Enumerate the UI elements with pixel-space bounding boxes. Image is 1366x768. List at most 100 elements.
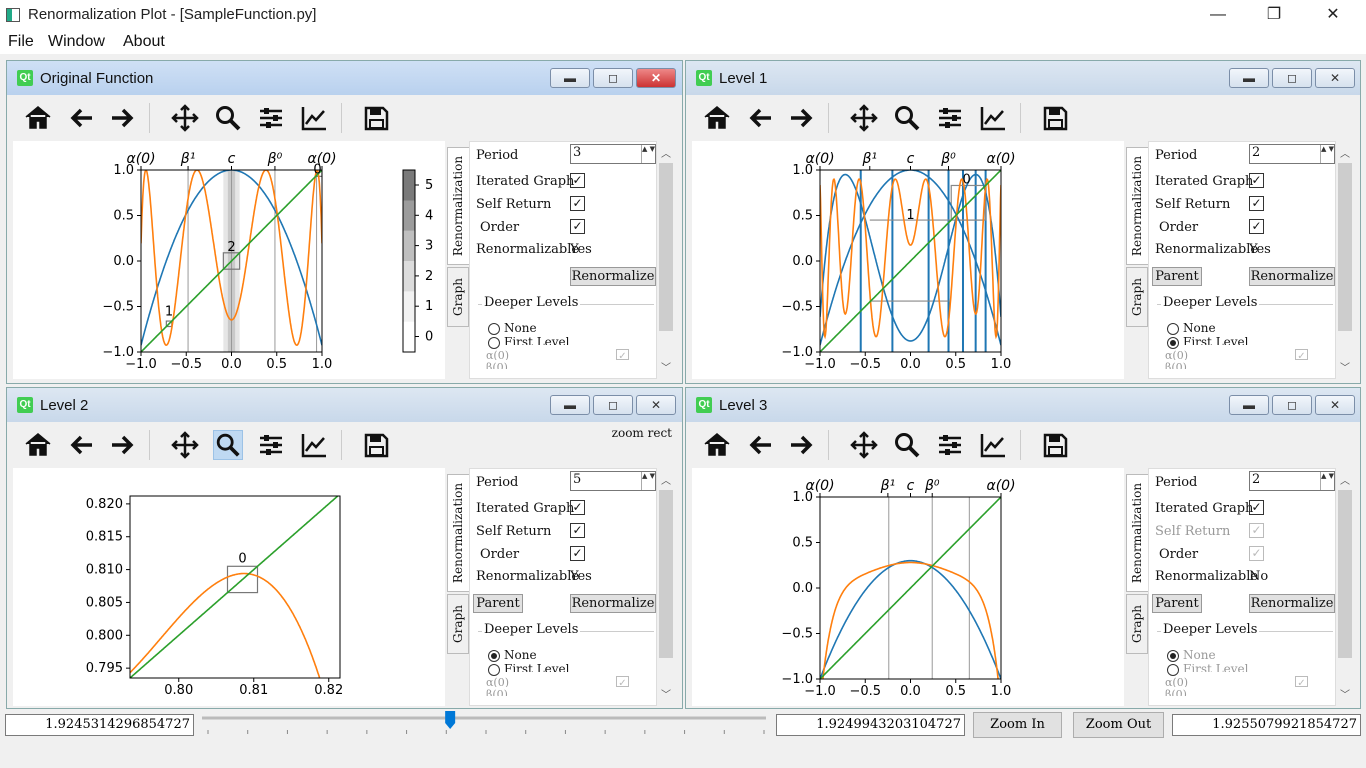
- renormalize-button[interactable]: Renormalize: [1249, 267, 1335, 286]
- back-arrow-button[interactable]: [66, 430, 96, 460]
- zoom-button[interactable]: [213, 103, 243, 133]
- back-arrow-button[interactable]: [66, 103, 96, 133]
- scroll-down-icon[interactable]: ﹀: [1340, 363, 1350, 374]
- subwindow-minimize-button[interactable]: ▬: [1229, 68, 1269, 88]
- parent-button[interactable]: Parent: [473, 594, 523, 613]
- subwindow-maximize-button[interactable]: ◻: [1272, 395, 1312, 415]
- pan-button[interactable]: [170, 103, 200, 133]
- forward-arrow-button[interactable]: [108, 103, 138, 133]
- order-checkbox[interactable]: ✓: [1249, 219, 1264, 234]
- save-button[interactable]: [361, 430, 391, 460]
- zoom-out-button[interactable]: Zoom Out: [1073, 712, 1164, 738]
- parent-button[interactable]: Parent: [1152, 267, 1202, 286]
- configure-subplots-button[interactable]: [256, 430, 286, 460]
- subwindow-maximize-button[interactable]: ◻: [593, 395, 633, 415]
- iterated-graph-checkbox[interactable]: ✓: [1249, 500, 1264, 515]
- scroll-thumb[interactable]: [659, 490, 673, 658]
- alpha-checkbox[interactable]: ✓: [616, 349, 629, 362]
- spin-arrows-icon[interactable]: ▲ ▼: [641, 145, 655, 163]
- forward-arrow-button[interactable]: [108, 430, 138, 460]
- radio-first-level[interactable]: [488, 337, 500, 349]
- subwindow-maximize-button[interactable]: ◻: [1272, 68, 1312, 88]
- scroll-up-icon[interactable]: ︿: [661, 149, 671, 160]
- subwindow-close-button[interactable]: ✕: [636, 68, 676, 88]
- tab-renormalization[interactable]: Renormalization: [1126, 147, 1148, 265]
- zoom-button[interactable]: [892, 430, 922, 460]
- scroll-up-icon[interactable]: ︿: [1340, 476, 1350, 487]
- renormalize-button[interactable]: Renormalize: [570, 594, 656, 613]
- radio-none[interactable]: [1167, 323, 1179, 335]
- radio-first-level[interactable]: [488, 664, 500, 676]
- zoom-button[interactable]: [892, 103, 922, 133]
- save-button[interactable]: [1040, 103, 1070, 133]
- plot-canvas[interactable]: −1.0 −0.5 0.0 0.5 1.0 1.0 0.5 0.0 −0.5 −1.0 α(0) β¹…: [692, 141, 1124, 379]
- back-arrow-button[interactable]: [745, 103, 775, 133]
- scroll-up-icon[interactable]: ︿: [1340, 149, 1350, 160]
- configure-subplots-button[interactable]: [935, 430, 965, 460]
- pan-button[interactable]: [849, 430, 879, 460]
- menu-window[interactable]: Window: [48, 33, 105, 50]
- home-button[interactable]: [23, 430, 53, 460]
- edit-axis-button[interactable]: [299, 430, 329, 460]
- tab-graph[interactable]: Graph: [1126, 594, 1148, 654]
- spin-arrows-icon[interactable]: ▲ ▼: [1320, 145, 1334, 163]
- period-spinbox[interactable]: 3 ▲ ▼: [570, 144, 656, 164]
- plot-canvas[interactable]: −1.0 −0.5 0.0 0.5 1.0 1.0 0.5 0.0 −0.5 −1.0 α(0) β¹…: [692, 468, 1124, 706]
- subwindow-close-button[interactable]: ✕: [1315, 68, 1355, 88]
- alpha-checkbox[interactable]: ✓: [1295, 676, 1308, 689]
- iterated-graph-checkbox[interactable]: ✓: [570, 173, 585, 188]
- tab-renormalization[interactable]: Renormalization: [447, 147, 469, 265]
- tab-graph[interactable]: Graph: [447, 594, 469, 654]
- scroll-thumb[interactable]: [1338, 490, 1352, 658]
- pan-button[interactable]: [849, 103, 879, 133]
- self-return-checkbox[interactable]: ✓: [570, 196, 585, 211]
- scroll-down-icon[interactable]: ﹀: [661, 363, 671, 374]
- period-spinbox[interactable]: 5 ▲ ▼: [570, 471, 656, 491]
- save-button[interactable]: [1040, 430, 1070, 460]
- order-checkbox[interactable]: ✓: [1249, 546, 1264, 561]
- side-scrollbar[interactable]: ︿ ﹀: [1336, 468, 1354, 706]
- iterated-graph-checkbox[interactable]: ✓: [570, 500, 585, 515]
- order-checkbox[interactable]: ✓: [570, 546, 585, 561]
- period-spinbox[interactable]: 2 ▲ ▼: [1249, 471, 1335, 491]
- scroll-down-icon[interactable]: ﹀: [661, 690, 671, 701]
- maximize-button[interactable]: ❐: [1266, 6, 1282, 23]
- parent-button[interactable]: Parent: [1152, 594, 1202, 613]
- self-return-checkbox[interactable]: ✓: [1249, 523, 1264, 538]
- subwindow-close-button[interactable]: ✕: [636, 395, 676, 415]
- forward-arrow-button[interactable]: [787, 430, 817, 460]
- self-return-checkbox[interactable]: ✓: [570, 523, 585, 538]
- side-scrollbar[interactable]: ︿ ﹀: [657, 141, 675, 379]
- back-arrow-button[interactable]: [745, 430, 775, 460]
- renormalize-button[interactable]: Renormalize: [570, 267, 656, 286]
- edit-axis-button[interactable]: [978, 430, 1008, 460]
- tab-renormalization[interactable]: Renormalization: [447, 474, 469, 592]
- configure-subplots-button[interactable]: [256, 103, 286, 133]
- alpha-checkbox[interactable]: ✓: [616, 676, 629, 689]
- menu-file[interactable]: File: [8, 33, 34, 50]
- scroll-thumb[interactable]: [1338, 163, 1352, 331]
- subwindow-minimize-button[interactable]: ▬: [550, 68, 590, 88]
- period-spinbox[interactable]: 2 ▲ ▼: [1249, 144, 1335, 164]
- home-button[interactable]: [702, 103, 732, 133]
- scroll-down-icon[interactable]: ﹀: [1340, 690, 1350, 701]
- subwindow-maximize-button[interactable]: ◻: [593, 68, 633, 88]
- pan-button[interactable]: [170, 430, 200, 460]
- zoom-in-button[interactable]: Zoom In: [973, 712, 1062, 738]
- subwindow-close-button[interactable]: ✕: [1315, 395, 1355, 415]
- edit-axis-button[interactable]: [299, 103, 329, 133]
- subwindow-minimize-button[interactable]: ▬: [1229, 395, 1269, 415]
- zoom-button[interactable]: [213, 430, 243, 460]
- forward-arrow-button[interactable]: [787, 103, 817, 133]
- radio-first-level[interactable]: [1167, 337, 1179, 349]
- side-scrollbar[interactable]: ︿ ﹀: [1336, 141, 1354, 379]
- scroll-thumb[interactable]: [659, 163, 673, 331]
- tab-graph[interactable]: Graph: [1126, 267, 1148, 327]
- save-button[interactable]: [361, 103, 391, 133]
- radio-none[interactable]: [1167, 650, 1179, 662]
- order-checkbox[interactable]: ✓: [570, 219, 585, 234]
- iterated-graph-checkbox[interactable]: ✓: [1249, 173, 1264, 188]
- edit-axis-button[interactable]: [978, 103, 1008, 133]
- subwindow-minimize-button[interactable]: ▬: [550, 395, 590, 415]
- minimize-button[interactable]: —: [1210, 6, 1226, 23]
